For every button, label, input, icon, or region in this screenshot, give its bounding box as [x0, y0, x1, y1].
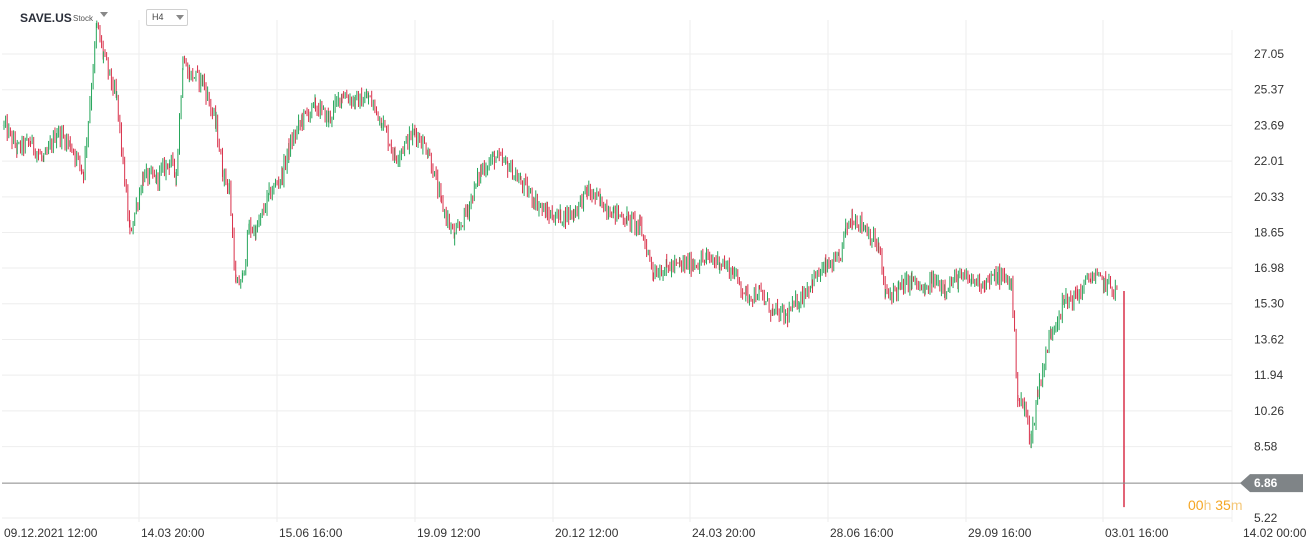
candles	[3, 20, 1125, 508]
y-tick-label: 20.33	[1254, 190, 1284, 204]
timer-minutes-unit: m	[1230, 497, 1243, 513]
y-tick-label: 13.62	[1254, 332, 1284, 346]
y-tick-label: 25.37	[1254, 83, 1284, 97]
y-tick-label: 18.65	[1254, 226, 1284, 240]
x-tick-label: 20.12 12:00	[555, 526, 619, 540]
y-tick-label: 23.69	[1254, 118, 1284, 132]
y-tick-label: 11.94	[1254, 368, 1283, 382]
current-price-tag	[1240, 474, 1303, 493]
candle-countdown-timer: 00h 35m	[1188, 497, 1243, 513]
asset-type-label: Stock	[73, 14, 94, 23]
x-tick-label: 14.02 00:00	[1243, 526, 1307, 540]
x-tick-label: 09.12.2021 12:00	[4, 526, 98, 540]
grid	[2, 20, 1232, 522]
y-tick-label: 27.05	[1254, 47, 1284, 61]
timer-hours: 00	[1188, 497, 1204, 513]
y-tick-label: 8.58	[1254, 440, 1278, 454]
x-tick-label: 24.03 20:00	[692, 526, 756, 540]
y-tick-label: 5.22	[1254, 511, 1278, 525]
symbol-dropdown-chevron-down-icon[interactable]	[100, 12, 108, 17]
x-tick-label: 14.03 20:00	[141, 526, 205, 540]
x-tick-label: 03.01 16:00	[1105, 526, 1169, 540]
x-tick-label: 19.09 12:00	[417, 526, 481, 540]
y-tick-label: 10.26	[1254, 404, 1284, 418]
timer-hours-unit: h	[1203, 497, 1212, 513]
x-tick-label: 29.09 16:00	[968, 526, 1032, 540]
symbol-label[interactable]: SAVE.US	[20, 11, 72, 25]
chart-header: SAVE.US Stock H4	[0, 0, 1314, 30]
x-tick-label: 15.06 16:00	[279, 526, 343, 540]
timeframe-select[interactable]: H4	[146, 9, 188, 26]
y-tick-label: 22.01	[1254, 154, 1284, 168]
y-tick-label: 16.98	[1254, 261, 1284, 275]
timeframe-chevron-down-icon	[176, 15, 184, 20]
timeframe-label: H4	[152, 12, 164, 22]
current-price-label: 6.86	[1254, 476, 1278, 490]
x-tick-label: 28.06 16:00	[830, 526, 894, 540]
timer-minutes: 35	[1215, 497, 1231, 513]
y-tick-label: 15.30	[1254, 297, 1284, 311]
